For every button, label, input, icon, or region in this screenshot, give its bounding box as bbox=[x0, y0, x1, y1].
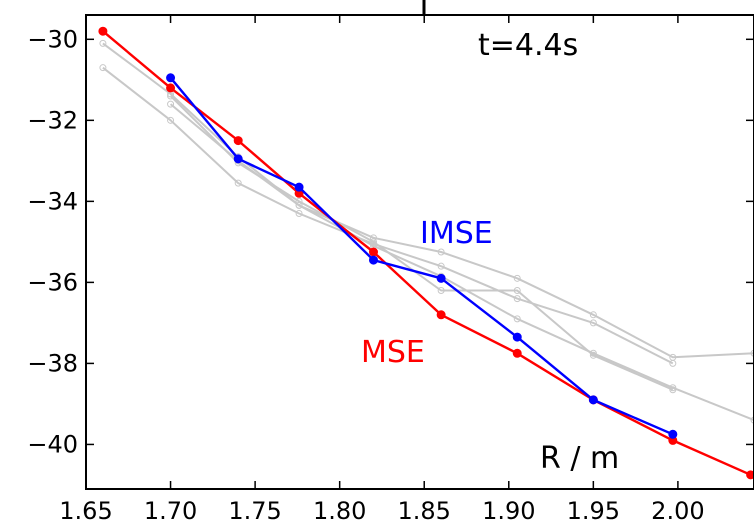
imse-point bbox=[166, 73, 176, 83]
other-3-line bbox=[102, 66, 674, 365]
other-5-point bbox=[167, 92, 175, 100]
x-tick-label: 1.85 bbox=[398, 497, 451, 525]
ticks-layer: 1.65 1.70 1.75 1.80 1.85 1.90 1.95 2.00 −30 −32 −3… bbox=[27, 15, 754, 525]
other-5-point bbox=[295, 197, 303, 205]
mse-point bbox=[166, 83, 176, 93]
other-2-point bbox=[750, 349, 754, 357]
other-5-point bbox=[513, 286, 521, 294]
other-2-point bbox=[99, 39, 107, 47]
y-tick-label: −34 bbox=[27, 187, 78, 215]
other-3-point bbox=[669, 359, 677, 367]
imse-point bbox=[294, 182, 304, 192]
x-tick-label: 1.65 bbox=[59, 497, 112, 525]
series-layer bbox=[98, 26, 754, 480]
other-2-point bbox=[437, 248, 445, 256]
other-5-point bbox=[589, 351, 597, 359]
imse-point bbox=[368, 255, 378, 265]
other-3-point bbox=[234, 179, 242, 187]
y-tick-label: −40 bbox=[27, 430, 78, 458]
x-tick-label: 1.80 bbox=[313, 497, 366, 525]
other-5-point bbox=[669, 386, 677, 394]
other-4-point bbox=[167, 100, 175, 108]
other-5-point bbox=[369, 238, 377, 246]
imse-point bbox=[436, 273, 446, 283]
other-3-point bbox=[513, 295, 521, 303]
other-3-point bbox=[437, 262, 445, 270]
xlabel: R / m bbox=[540, 441, 619, 476]
plot-frame bbox=[85, 14, 754, 490]
y-tick-label: −38 bbox=[27, 349, 78, 377]
other-4-line bbox=[169, 103, 754, 422]
other-4-point bbox=[513, 315, 521, 323]
y-tick-label: −30 bbox=[27, 25, 78, 53]
other-3-point bbox=[167, 116, 175, 124]
other-5-line bbox=[169, 95, 674, 391]
other-4-point bbox=[750, 416, 754, 424]
x-tick-label: 1.70 bbox=[144, 497, 197, 525]
time-label: t=4.4s bbox=[478, 28, 578, 63]
other-3-point bbox=[99, 64, 107, 72]
mse-label: MSE bbox=[361, 335, 425, 370]
y-tick-label: −36 bbox=[27, 268, 78, 296]
y-tick-label: −32 bbox=[27, 106, 78, 134]
mse-line bbox=[102, 30, 752, 476]
imse-point bbox=[588, 395, 598, 405]
other-2-point bbox=[513, 274, 521, 282]
other-3-point bbox=[589, 319, 597, 327]
x-tick-label: 1.75 bbox=[228, 497, 281, 525]
mse-point bbox=[512, 348, 522, 358]
x-tick-label: 2.00 bbox=[651, 497, 704, 525]
imse-point bbox=[512, 332, 522, 342]
mse-point bbox=[368, 247, 378, 257]
imse-point bbox=[233, 154, 243, 164]
other-2-line bbox=[102, 42, 754, 359]
imse-label: IMSE bbox=[420, 216, 493, 251]
x-tick-label: 1.90 bbox=[482, 497, 535, 525]
mse-point bbox=[98, 26, 108, 36]
mse-point bbox=[233, 136, 243, 146]
imse-point bbox=[668, 429, 678, 439]
other-2-point bbox=[589, 311, 597, 319]
x-tick-label: 1.95 bbox=[567, 497, 620, 525]
other-5-point bbox=[437, 286, 445, 294]
imse-line bbox=[169, 77, 674, 436]
mse-point bbox=[746, 470, 754, 480]
mse-point bbox=[436, 310, 446, 320]
other-3-point bbox=[295, 210, 303, 218]
